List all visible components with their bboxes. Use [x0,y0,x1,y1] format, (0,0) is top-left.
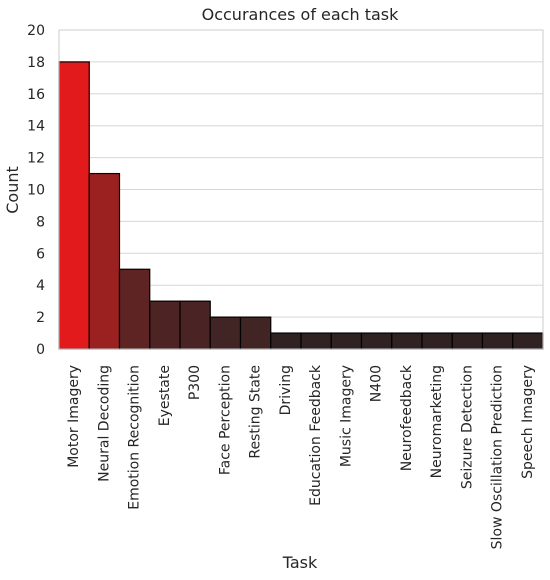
bar [451,332,484,350]
bar [330,332,363,350]
bar [88,172,121,350]
x-tick-labels: Motor Imagery Neural Decoding Emotion Reco… [66,364,536,549]
y-tick-label: 10 [27,183,45,199]
y-tick-label: 16 [27,87,45,103]
x-tick-label: Neurofeedback [399,364,415,471]
bar [270,332,302,350]
bar [512,332,544,350]
bar [421,332,453,350]
y-axis-label: Count [3,166,22,214]
y-tick-label: 8 [36,214,45,230]
bar [300,332,332,350]
x-tick-label: Neural Decoding [96,365,112,482]
y-tick-label: 18 [27,55,45,71]
x-tick-label: Driving [278,365,294,415]
y-tick-label: 4 [36,278,45,294]
bar [209,316,242,350]
y-tick-label: 6 [36,246,45,262]
bar [118,268,151,350]
x-tick-label: Eyestate [157,365,173,426]
x-tick-label: Motor Imagery [66,365,82,468]
x-tick-label: P300 [187,365,203,400]
x-tick-label: Seizure Detection [459,365,475,489]
plot-frame [58,29,544,350]
x-tick-label: Face Perception [217,365,233,475]
bar [481,332,514,350]
y-tick-label: 20 [27,23,45,39]
x-tick-label: Emotion Recognition [127,365,143,510]
chart-title: Occurances of each task [202,5,400,24]
x-tick-label: Education Feedback [308,364,324,506]
x-tick-label: Neuromarketing [429,365,445,478]
bar [149,300,181,350]
x-tick-label: Speech Imagery [520,365,536,479]
bars [58,61,544,350]
y-tick-label: 12 [27,151,45,167]
bar [239,316,272,350]
x-tick-label: N400 [369,365,385,402]
y-tick-label: 14 [27,119,45,135]
y-tick-label: 0 [36,342,45,358]
y-tick-labels: 0 2 4 6 8 10 12 14 16 18 20 [27,23,45,358]
x-tick-label: Slow Oscillation Prediction [490,365,506,549]
x-tick-label: Resting State [248,365,264,459]
y-tick-label: 2 [36,310,45,326]
bar [179,300,211,350]
bar [58,61,90,350]
bar [360,332,393,350]
x-axis-label: Task [282,553,318,572]
x-tick-label: Music Imagery [338,365,354,467]
bar [391,332,423,350]
